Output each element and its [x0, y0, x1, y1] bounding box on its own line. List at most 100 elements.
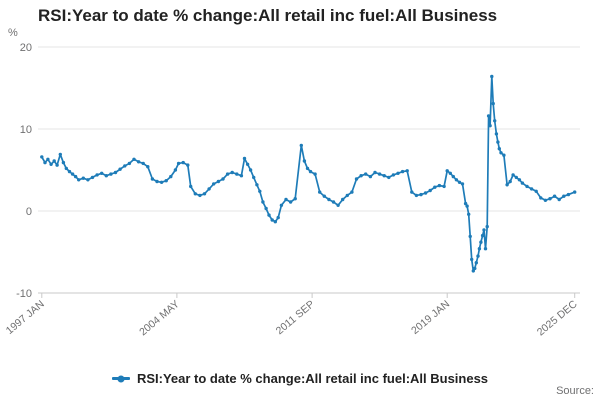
series-marker: [67, 169, 72, 174]
series-marker: [405, 169, 409, 173]
y-axis-unit-label: %: [8, 27, 18, 39]
series-marker: [539, 196, 543, 200]
series-marker: [473, 266, 477, 271]
series-marker: [46, 157, 50, 161]
series-marker: [136, 160, 141, 164]
series-marker: [480, 233, 485, 238]
series-marker: [566, 192, 571, 197]
series-marker: [486, 114, 491, 118]
series-marker: [474, 261, 478, 265]
chart-title: RSI:Year to date % change:All retail inc…: [38, 6, 498, 25]
series-marker: [261, 200, 265, 204]
series-marker: [155, 179, 159, 184]
series-marker: [86, 178, 90, 182]
series-marker: [216, 179, 221, 184]
series-marker: [305, 166, 310, 171]
series-marker: [482, 228, 486, 232]
series-marker: [491, 101, 495, 106]
series-marker: [230, 170, 234, 175]
series-marker: [52, 159, 56, 163]
series-marker: [470, 257, 474, 262]
legend-item-rsi[interactable]: RSI:Year to date % change:All retail inc…: [111, 371, 488, 386]
series-marker: [529, 187, 534, 191]
series-marker: [336, 203, 340, 207]
series-marker: [40, 155, 44, 159]
series-marker: [127, 161, 132, 166]
series-marker: [451, 174, 455, 179]
series-marker: [95, 173, 99, 177]
series-marker: [419, 192, 423, 197]
series-marker: [258, 189, 262, 193]
series-marker: [176, 161, 181, 166]
x-tick-label: 2025 DEC: [535, 298, 580, 339]
series-marker: [387, 175, 391, 180]
series-marker: [77, 178, 81, 182]
series-marker: [400, 169, 405, 174]
series-marker: [252, 175, 256, 180]
x-tick-label: 1997 JAN: [4, 298, 47, 337]
series-marker: [55, 163, 59, 167]
series-marker: [477, 247, 482, 251]
series-marker: [43, 160, 47, 165]
series-marker: [391, 173, 396, 177]
series-marker: [562, 194, 566, 198]
y-tick-label: -10: [16, 288, 32, 300]
series-marker: [202, 192, 207, 196]
series-marker: [267, 213, 271, 217]
series-marker: [496, 140, 500, 144]
series-marker: [193, 192, 197, 196]
series-marker: [164, 179, 168, 183]
series-marker: [132, 157, 136, 161]
series-marker: [485, 224, 489, 229]
series-marker: [279, 203, 284, 207]
series-marker: [423, 191, 428, 195]
series-marker: [414, 193, 419, 198]
series-marker: [520, 181, 525, 185]
series-marker: [490, 74, 494, 79]
series-marker: [299, 143, 303, 148]
series-marker: [552, 194, 557, 198]
series-marker: [483, 247, 488, 251]
series-marker: [534, 189, 538, 193]
series-marker: [235, 172, 239, 176]
series-marker: [573, 190, 577, 194]
series-marker: [159, 180, 164, 184]
series-marker: [288, 200, 293, 204]
series-marker: [189, 184, 193, 189]
series-marker: [81, 176, 86, 180]
series-marker: [494, 132, 499, 136]
series-marker: [322, 194, 326, 198]
series-path: [40, 75, 576, 272]
series-marker: [437, 183, 442, 188]
series-marker: [64, 166, 69, 171]
series-marker: [123, 164, 127, 168]
series-marker: [302, 159, 307, 163]
series-marker: [364, 172, 368, 176]
series-marker: [359, 174, 363, 178]
series-marker: [313, 172, 317, 176]
series-marker: [169, 174, 173, 179]
x-tick-label: 2004 MAY: [137, 298, 182, 338]
series-marker: [198, 193, 202, 198]
series-marker: [186, 163, 190, 167]
series-marker: [354, 177, 359, 181]
series-rsi-line[interactable]: [40, 74, 577, 273]
series-marker: [239, 174, 244, 178]
series-marker: [517, 178, 522, 182]
series-marker: [264, 206, 268, 211]
series-marker: [113, 170, 118, 175]
x-tick-label: 2019 JAN: [409, 298, 452, 337]
series-marker: [207, 187, 211, 191]
series-marker: [350, 190, 354, 194]
series-marker: [221, 177, 225, 181]
series-marker: [454, 178, 459, 182]
series-marker: [245, 162, 250, 166]
chart-legend: RSI:Year to date % change:All retail inc…: [0, 371, 600, 386]
series-marker: [255, 183, 259, 187]
series-marker: [499, 151, 503, 155]
series-marker: [508, 179, 512, 184]
series-marker: [331, 200, 336, 204]
series-marker: [270, 218, 274, 222]
